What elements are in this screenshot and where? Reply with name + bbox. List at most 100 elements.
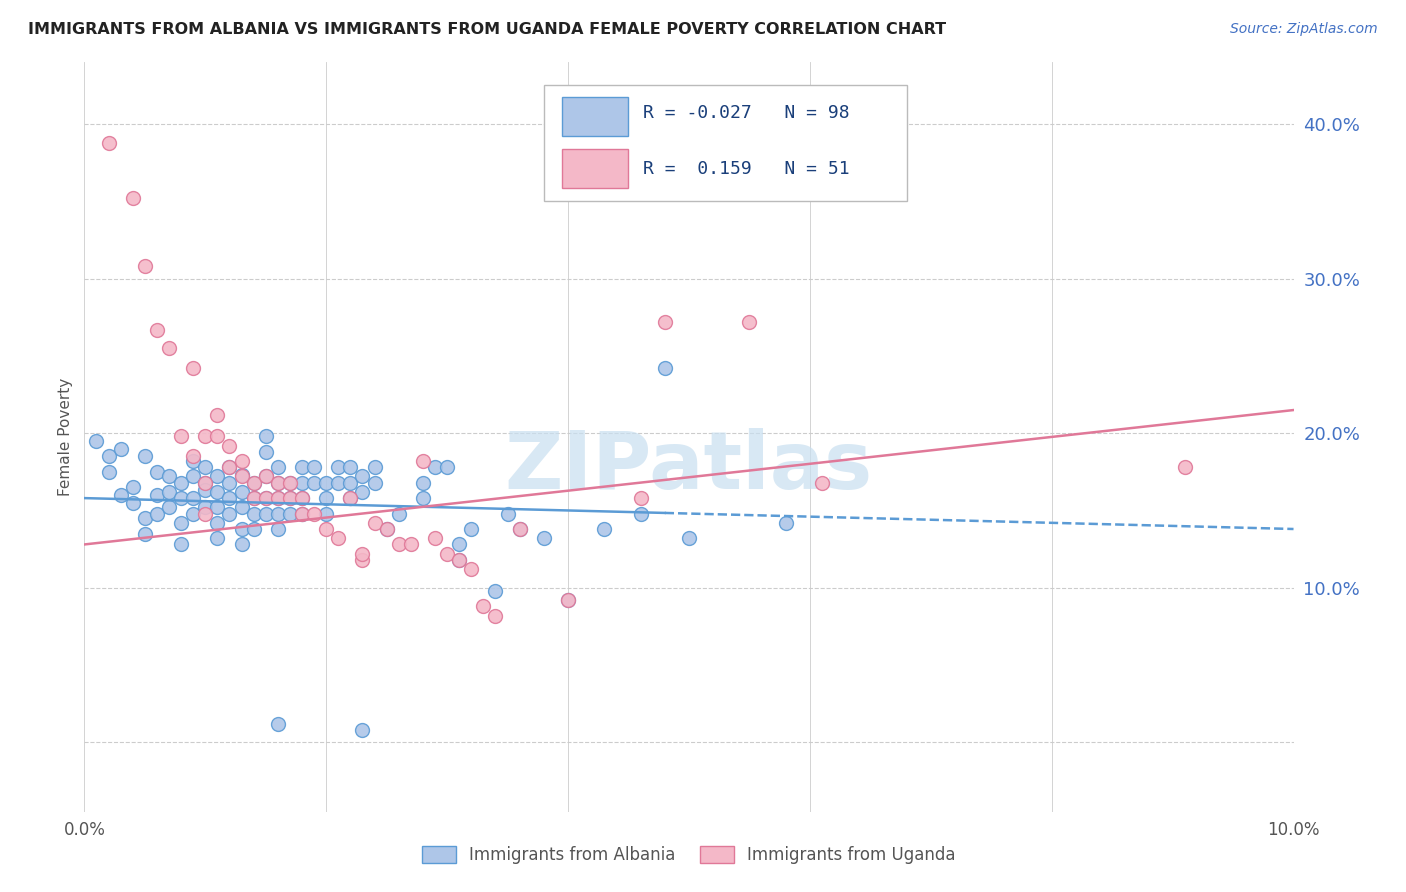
- Point: [339, 475, 361, 490]
- Legend: Immigrants from Albania, Immigrants from Uganda: Immigrants from Albania, Immigrants from…: [416, 839, 962, 871]
- Point: [267, 491, 290, 505]
- Point: [436, 547, 458, 561]
- Point: [218, 491, 240, 505]
- Point: [363, 460, 385, 475]
- Point: [218, 507, 240, 521]
- Point: [170, 475, 193, 490]
- Point: [352, 723, 374, 737]
- Point: [121, 496, 143, 510]
- Point: [302, 507, 325, 521]
- Point: [181, 491, 204, 505]
- Point: [194, 500, 217, 515]
- Point: [254, 491, 277, 505]
- Point: [328, 531, 350, 545]
- Point: [181, 361, 204, 376]
- Point: [97, 450, 120, 464]
- Point: [254, 469, 277, 483]
- Point: [388, 537, 411, 551]
- Point: [449, 553, 471, 567]
- Point: [134, 511, 156, 525]
- Point: [231, 484, 253, 499]
- Point: [242, 491, 264, 505]
- Point: [291, 460, 314, 475]
- Point: [509, 522, 531, 536]
- Point: [509, 522, 531, 536]
- Point: [399, 537, 422, 551]
- Point: [231, 537, 253, 551]
- Point: [278, 491, 301, 505]
- Point: [170, 537, 193, 551]
- Point: [110, 488, 132, 502]
- Point: [352, 484, 374, 499]
- Point: [218, 460, 240, 475]
- Point: [460, 522, 482, 536]
- Point: [170, 429, 193, 443]
- Point: [194, 507, 217, 521]
- Point: [654, 361, 676, 376]
- Point: [86, 434, 108, 448]
- Point: [97, 136, 120, 150]
- Point: [375, 522, 398, 536]
- Point: [328, 475, 350, 490]
- Point: [242, 507, 264, 521]
- Point: [630, 507, 652, 521]
- Point: [207, 484, 229, 499]
- Point: [267, 460, 290, 475]
- Point: [157, 341, 180, 355]
- Point: [472, 599, 495, 614]
- Point: [231, 522, 253, 536]
- Point: [484, 583, 506, 598]
- Point: [315, 507, 337, 521]
- Point: [267, 522, 290, 536]
- Point: [315, 522, 337, 536]
- Text: IMMIGRANTS FROM ALBANIA VS IMMIGRANTS FROM UGANDA FEMALE POVERTY CORRELATION CHA: IMMIGRANTS FROM ALBANIA VS IMMIGRANTS FR…: [28, 22, 946, 37]
- Point: [302, 460, 325, 475]
- Point: [738, 315, 761, 329]
- Point: [278, 475, 301, 490]
- Point: [181, 454, 204, 468]
- Point: [363, 516, 385, 530]
- Point: [412, 491, 434, 505]
- Point: [291, 491, 314, 505]
- Point: [593, 522, 616, 536]
- Point: [352, 469, 374, 483]
- Point: [134, 526, 156, 541]
- Point: [449, 553, 471, 567]
- Point: [423, 531, 446, 545]
- Point: [339, 460, 361, 475]
- Point: [328, 460, 350, 475]
- Point: [218, 475, 240, 490]
- Text: R = -0.027   N = 98: R = -0.027 N = 98: [643, 104, 849, 122]
- Point: [242, 475, 264, 490]
- Point: [194, 460, 217, 475]
- Point: [291, 475, 314, 490]
- Point: [423, 460, 446, 475]
- Point: [231, 469, 253, 483]
- Text: Source: ZipAtlas.com: Source: ZipAtlas.com: [1230, 22, 1378, 37]
- FancyBboxPatch shape: [544, 85, 907, 201]
- Point: [254, 444, 277, 458]
- Point: [254, 491, 277, 505]
- Point: [278, 491, 301, 505]
- Point: [181, 450, 204, 464]
- Point: [121, 191, 143, 205]
- Point: [436, 460, 458, 475]
- Point: [231, 500, 253, 515]
- Point: [157, 500, 180, 515]
- Point: [267, 491, 290, 505]
- Point: [1174, 460, 1197, 475]
- Point: [254, 507, 277, 521]
- Point: [242, 522, 264, 536]
- FancyBboxPatch shape: [562, 149, 628, 188]
- Point: [315, 491, 337, 505]
- Point: [97, 465, 120, 479]
- Point: [181, 507, 204, 521]
- Point: [388, 507, 411, 521]
- Point: [218, 460, 240, 475]
- Point: [207, 531, 229, 545]
- Point: [678, 531, 700, 545]
- Point: [121, 480, 143, 494]
- Point: [157, 469, 180, 483]
- Y-axis label: Female Poverty: Female Poverty: [58, 378, 73, 496]
- Point: [557, 593, 579, 607]
